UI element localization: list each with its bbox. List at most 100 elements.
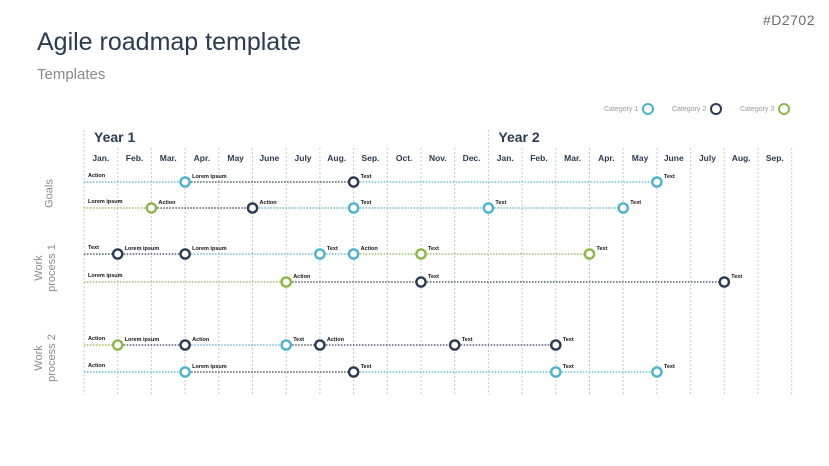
milestone-category-1 xyxy=(651,176,663,188)
month-label: Mar. xyxy=(160,153,177,163)
row-group-label: Goals xyxy=(44,153,57,233)
legend-label: Category 3 xyxy=(740,105,775,113)
milestone-label: Text xyxy=(597,246,608,252)
milestone-label: Text xyxy=(293,337,304,343)
row-group-label-line: process 1 xyxy=(46,244,58,292)
milestone-category-1 xyxy=(651,366,663,378)
milestone-label: Lorem ipsum xyxy=(125,337,160,343)
row-group-label-line: Work xyxy=(33,345,45,371)
milestone-label: Lorem ipsum xyxy=(192,174,227,180)
milestone-category-1 xyxy=(347,202,360,214)
month-label: June xyxy=(259,153,279,163)
month-label: Apr. xyxy=(598,153,615,163)
row-group-label: Work process 2 xyxy=(33,318,59,398)
milestone-category-2 xyxy=(314,339,326,351)
month-label: June xyxy=(664,153,684,163)
milestone-label: Action xyxy=(327,337,345,343)
milestone-label: Text xyxy=(563,337,574,343)
milestone-label: Text xyxy=(630,200,641,206)
row-start-label: Text xyxy=(88,245,99,251)
milestone-label: Action xyxy=(158,200,176,206)
milestone-label: Text xyxy=(361,364,372,370)
row-start-label: Action xyxy=(88,336,106,342)
milestone-label: Action xyxy=(293,274,311,280)
row-start-label: Action xyxy=(88,173,106,179)
row-start-label: Lorem ipsum xyxy=(88,199,123,205)
year-label: Year 1 xyxy=(94,129,135,145)
milestone-category-2 xyxy=(718,276,731,288)
milestone-category-1 xyxy=(482,202,495,214)
milestone-category-1 xyxy=(314,248,326,260)
month-label: Sep. xyxy=(766,153,784,163)
milestone-label: Action xyxy=(260,200,278,206)
milestone-category-3 xyxy=(111,339,124,351)
page-subtitle: Templates xyxy=(37,66,106,83)
month-label: Aug. xyxy=(327,153,346,163)
month-label: Apr. xyxy=(194,153,211,163)
milestone-category-2 xyxy=(415,276,427,288)
milestone-label: Text xyxy=(462,337,473,343)
milestone-label: Text xyxy=(495,200,506,206)
milestone-label: Text xyxy=(327,246,338,252)
milestone-label: Text xyxy=(664,364,675,370)
milestone-category-1 xyxy=(179,366,191,378)
month-label: Feb. xyxy=(530,153,547,163)
month-label: Sep. xyxy=(361,153,379,163)
month-label: Aug. xyxy=(732,153,751,163)
milestone-category-2 xyxy=(448,339,461,351)
month-label: July xyxy=(699,153,716,163)
milestone-category-1 xyxy=(617,202,630,214)
row-start-label: Action xyxy=(88,363,106,369)
category-circle-icon xyxy=(778,103,791,115)
month-label: July xyxy=(295,153,312,163)
milestone-label: Lorem ipsum xyxy=(192,246,227,252)
month-label: May xyxy=(227,153,244,163)
milestone-label: Text xyxy=(361,174,372,180)
milestone-label: Text xyxy=(731,274,742,280)
milestone-label: Text xyxy=(428,274,439,280)
year-label: Year 2 xyxy=(498,129,539,145)
milestone-category-3 xyxy=(280,276,293,288)
month-label: Feb. xyxy=(126,153,143,163)
legend-item-category-1: Category 1 xyxy=(604,103,655,115)
category-circle-icon xyxy=(642,103,655,115)
milestone-category-2 xyxy=(347,366,360,378)
row-group-label-line: Goals xyxy=(43,178,56,208)
milestone-category-2 xyxy=(246,202,259,214)
milestone-category-2 xyxy=(179,339,191,351)
month-label: Mar. xyxy=(564,153,581,163)
milestone-label: Text xyxy=(664,174,675,180)
milestone-label: Action xyxy=(192,337,210,343)
milestone-label: Lorem ipsum xyxy=(125,246,160,252)
milestone-category-3 xyxy=(415,248,427,260)
milestone-label: Lorem ipsum xyxy=(192,364,227,370)
milestone-category-1 xyxy=(280,339,293,351)
page-title: Agile roadmap template xyxy=(37,28,302,56)
month-label: Dec. xyxy=(463,153,481,163)
legend-item-category-3: Category 3 xyxy=(740,103,791,115)
milestone-category-1 xyxy=(550,366,562,378)
legend-label: Category 1 xyxy=(604,105,639,113)
row-group-label: Work process 1 xyxy=(33,228,59,308)
milestone-category-2 xyxy=(179,248,191,260)
category-circle-icon xyxy=(710,103,723,115)
legend-item-category-2: Category 2 xyxy=(672,103,723,115)
milestone-category-2 xyxy=(347,176,360,188)
milestone-label: Action xyxy=(361,246,379,252)
row-group-label-line: Work xyxy=(33,255,45,281)
month-label: Jan. xyxy=(92,153,109,163)
document-id: #D2702 xyxy=(762,12,815,28)
milestone-category-2 xyxy=(111,248,124,260)
month-label: Nov. xyxy=(429,153,447,163)
milestone-category-2 xyxy=(550,339,562,351)
milestone-label: Text xyxy=(428,246,439,252)
month-label: Oct. xyxy=(396,153,413,163)
milestone-category-1 xyxy=(179,176,191,188)
milestone-category-3 xyxy=(145,202,158,214)
milestone-category-3 xyxy=(583,248,596,260)
row-start-label: Lorem ipsum xyxy=(88,273,123,279)
month-label: Jan. xyxy=(497,153,514,163)
milestone-category-1 xyxy=(347,248,360,260)
month-label: May xyxy=(632,153,649,163)
